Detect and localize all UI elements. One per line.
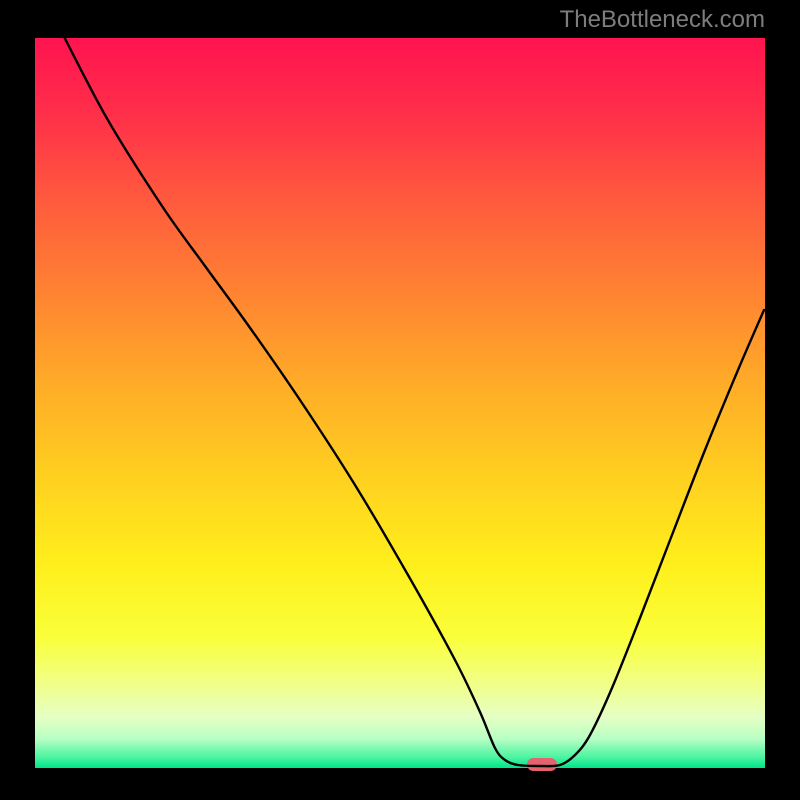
bottleneck-curve	[0, 0, 800, 800]
curve-path	[49, 7, 764, 766]
chart-root: TheBottleneck.com	[0, 0, 800, 800]
watermark-text: TheBottleneck.com	[560, 6, 765, 34]
